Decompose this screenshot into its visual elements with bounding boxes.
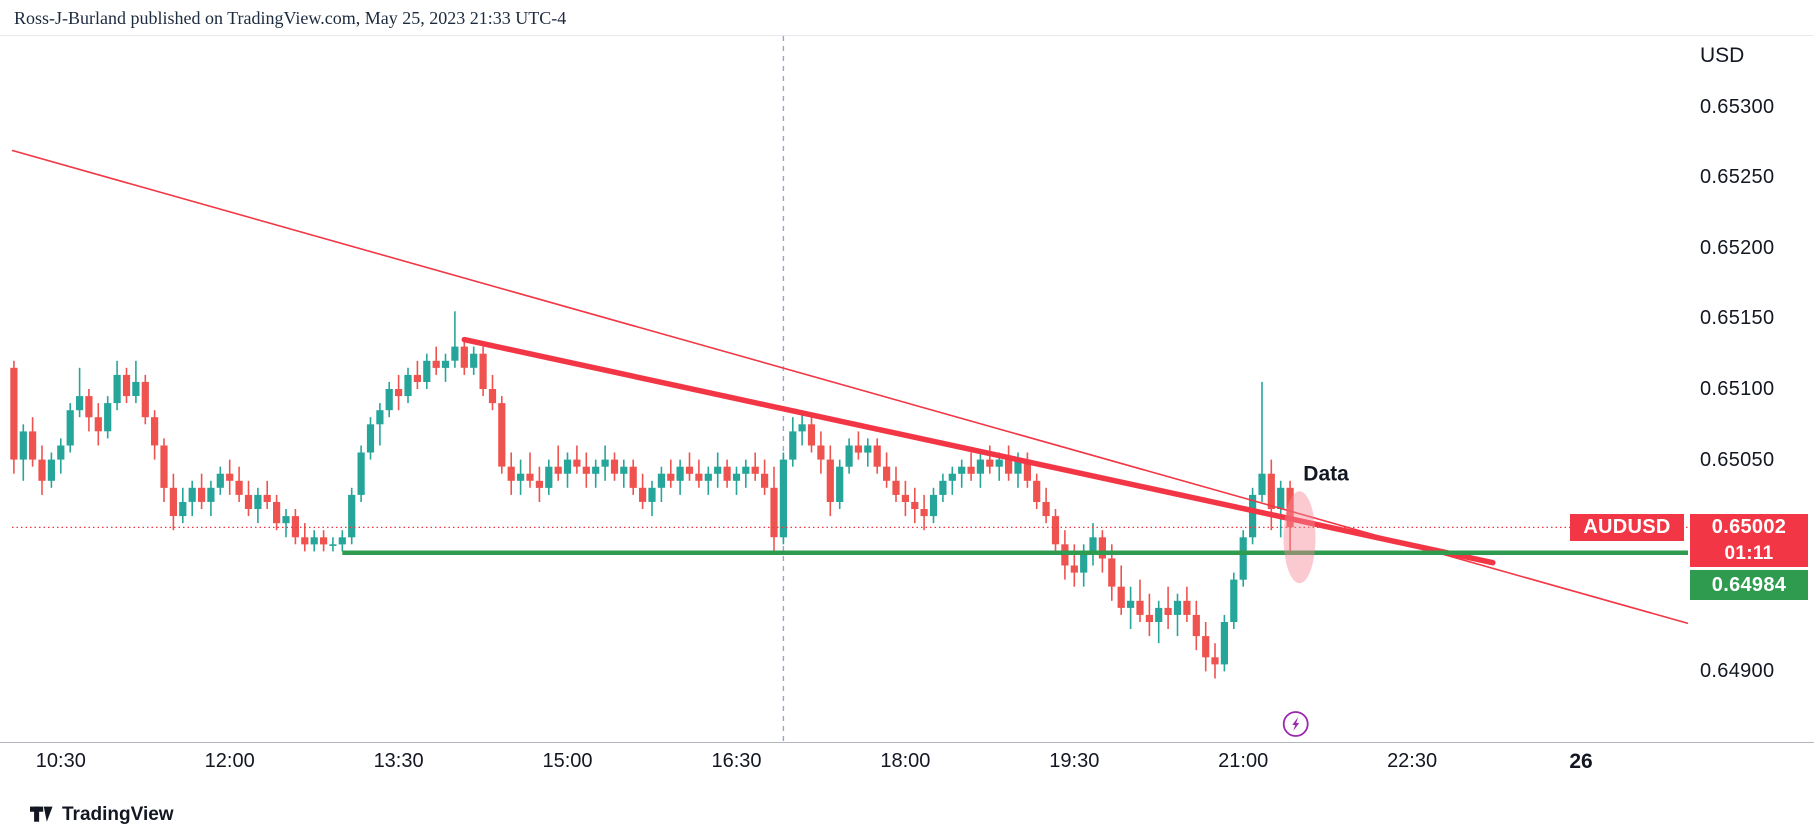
last-price-badge: 0.65002 (1690, 514, 1808, 541)
price-axis[interactable]: 0.65300 0.65250 0.65200 0.65150 0.65100 0.650… (1700, 0, 1814, 836)
price-tick-label: 0.65150 (1700, 307, 1775, 330)
tradingview-logo-icon (30, 806, 54, 824)
candle-countdown-badge: 01:11 (1690, 541, 1808, 567)
price-tick-label: 0.65300 (1700, 95, 1775, 118)
time-tick-label[interactable]: 16:30 (711, 750, 762, 772)
ticker-symbol-label: AUDUSD (1583, 516, 1671, 538)
time-tick-label[interactable]: 21:00 (1218, 750, 1269, 772)
chart-attribution: Ross-J-Burland published on TradingView.… (14, 8, 567, 28)
time-tick-label[interactable]: 26 (1569, 750, 1593, 773)
tradingview-branding[interactable]: TradingView (30, 804, 174, 826)
price-tick-label: 0.65050 (1700, 448, 1775, 471)
data-annotation[interactable]: Data (1303, 463, 1349, 486)
time-tick-label[interactable]: 18:00 (880, 750, 931, 772)
countdown-value: 01:11 (1724, 543, 1774, 564)
price-tick-label: 0.65200 (1700, 236, 1775, 259)
last-price-value: 0.65002 (1711, 516, 1787, 538)
time-tick-label[interactable]: 15:00 (542, 750, 593, 772)
price-tick-label: 0.64900 (1700, 660, 1775, 683)
time-tick-label[interactable]: 12:00 (204, 750, 255, 772)
time-axis[interactable]: 10:30 12:00 13:30 15:00 16:30 18:00 19:30 21:00… (0, 750, 1814, 782)
support-price-badge[interactable]: 0.64984 (1690, 570, 1808, 600)
price-tick-label: 0.65250 (1700, 166, 1775, 189)
highlight-ellipse[interactable] (1283, 491, 1316, 584)
candlestick-series (10, 311, 1294, 679)
event-lightning-icon[interactable] (1282, 711, 1309, 737)
time-tick-label[interactable]: 22:30 (1387, 750, 1438, 772)
tradingview-logo-text: TradingView (62, 804, 174, 825)
time-tick-label[interactable]: 10:30 (35, 750, 86, 772)
time-tick-label[interactable]: 19:30 (1049, 750, 1100, 772)
support-price-value: 0.64984 (1711, 573, 1787, 596)
time-tick-label[interactable]: 13:30 (373, 750, 424, 772)
ticker-flag-badge[interactable]: AUDUSD (1570, 514, 1684, 541)
descending-trendline-thick[interactable] (461, 336, 1496, 566)
axis-currency-label: USD (1700, 44, 1745, 67)
price-tick-label: 0.65100 (1700, 378, 1775, 400)
